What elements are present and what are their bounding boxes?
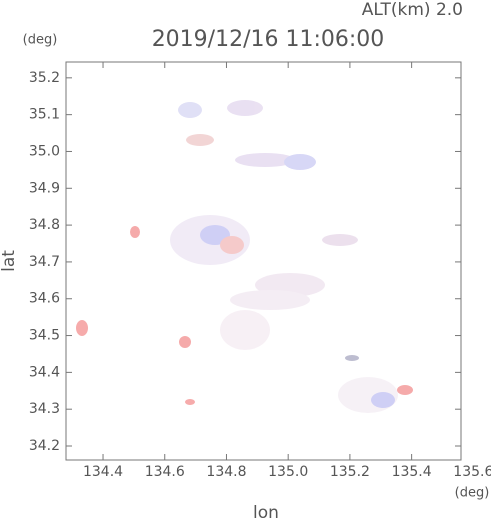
x-axis-label: lon — [253, 503, 279, 521]
x-tick-label: 134.4 — [83, 464, 123, 480]
y-tick-label: 34.8 — [29, 217, 60, 233]
x-tick-label: 135.4 — [392, 464, 432, 480]
y-tick-label: 34.2 — [29, 438, 60, 454]
chart-title: 2019/12/16 11:06:00 — [152, 27, 385, 52]
echo-field — [76, 100, 413, 413]
plot-frame — [65, 61, 462, 461]
y-tick-label: 35.0 — [29, 143, 60, 159]
x-tick-label: 134.8 — [206, 464, 246, 480]
y-unit: (deg) — [23, 33, 58, 48]
altitude: ALT(km) 2.0 — [362, 0, 463, 20]
x-tick-label: 134.6 — [145, 464, 185, 480]
y-tick-label: 35.2 — [29, 70, 60, 86]
x-tick-label: 135.2 — [330, 464, 370, 480]
y-tick-label: 34.6 — [29, 291, 60, 307]
y-tick-label: 34.4 — [29, 364, 60, 380]
y-tick-label: 34.9 — [29, 180, 60, 196]
x-unit: (deg) — [455, 486, 490, 501]
x-tick-label: 135.6 — [453, 464, 491, 480]
y-tick-label: 35.1 — [29, 107, 60, 123]
y-tick-label: 34.3 — [29, 401, 60, 417]
y-tick-label: 34.7 — [29, 254, 60, 270]
y-axis-label: lat — [0, 250, 19, 272]
x-tick-label: 135.0 — [268, 464, 308, 480]
y-tick-label: 34.5 — [29, 328, 60, 344]
